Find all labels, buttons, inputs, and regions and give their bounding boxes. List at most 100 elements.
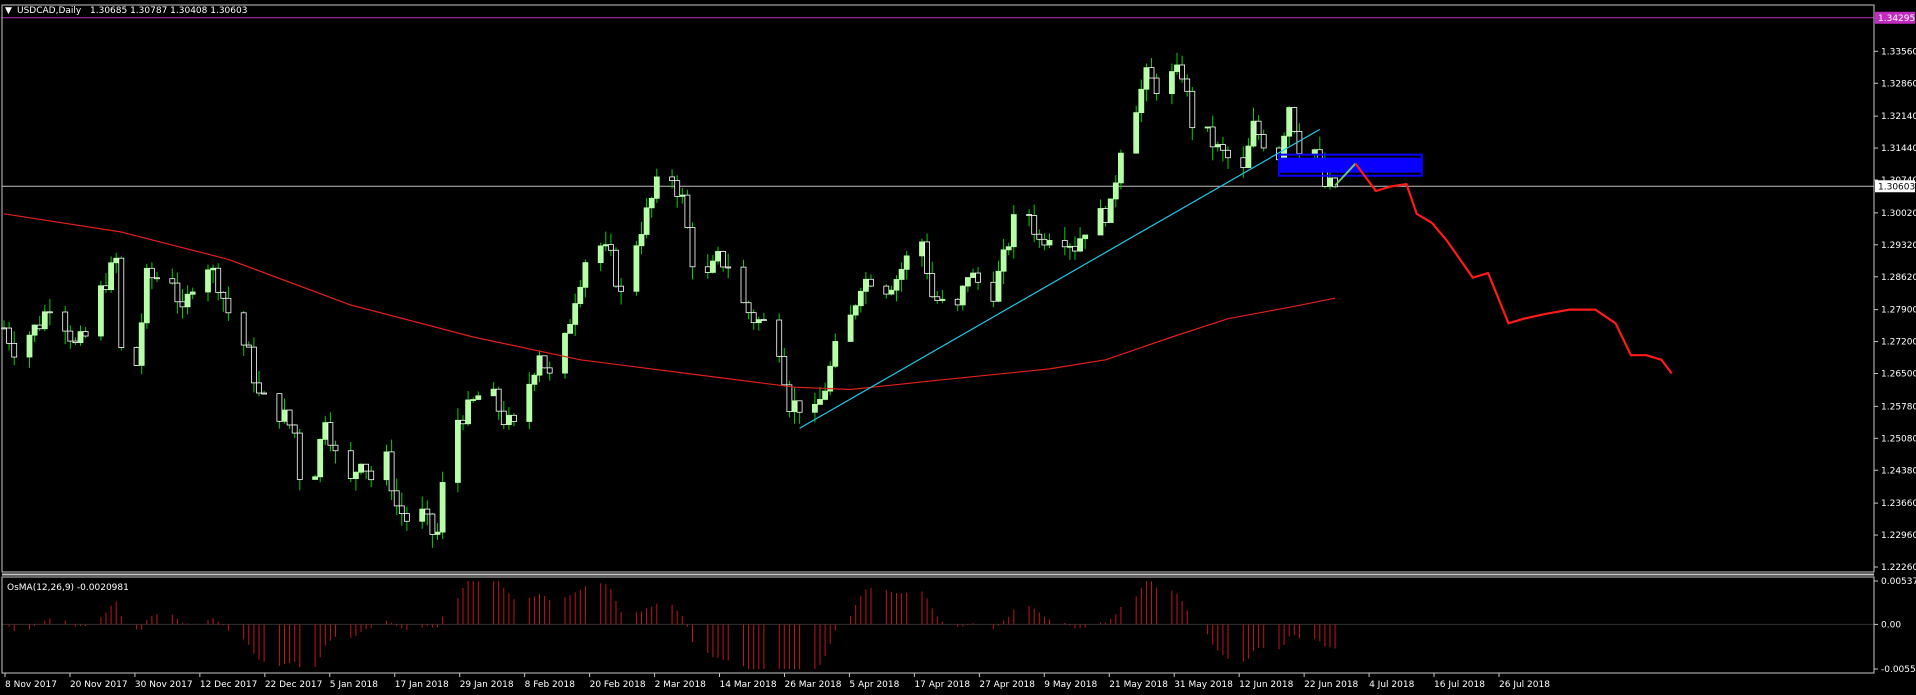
candle-body [1286,107,1293,137]
candle [312,474,319,480]
candle-body [868,278,874,287]
candle [281,398,288,424]
y-tick-label: 1.32140 [1881,112,1916,122]
x-tick-label: 27 Apr 2018 [979,680,1035,690]
candle [1026,209,1032,227]
candle-body [1327,177,1333,187]
candle-body [419,508,426,522]
resistance-price-label: 1.34295 [1878,14,1915,24]
y-tick-label: 1.24380 [1881,466,1916,476]
candle [72,337,79,345]
x-tick-label: 12 Jun 2018 [1239,680,1293,690]
candle [633,240,640,296]
candle [903,250,910,280]
candle [1097,199,1104,236]
candle [776,313,783,363]
candle [67,325,74,349]
candle-body [577,286,584,304]
candle [41,305,48,332]
candle [689,222,696,280]
candle [500,401,507,429]
candle [26,331,33,368]
candle-body [225,297,232,314]
candle [1245,137,1252,169]
candle [990,271,997,308]
candle [653,168,660,203]
candle-body [1010,214,1017,248]
candle-body [276,393,283,422]
candle [924,233,930,280]
candle [567,319,573,334]
candle [562,331,568,379]
candle [154,271,160,283]
candle-body [1174,64,1180,72]
candle [577,279,584,308]
candle [868,274,874,288]
candle [745,300,752,320]
candle-body [82,331,89,337]
candle [439,471,446,539]
candle-body [6,327,12,344]
candle-body [1133,112,1140,154]
candle [434,523,441,540]
y-tick-label: 1.30020 [1881,209,1916,219]
candle [536,350,543,383]
candle-body [1041,238,1048,246]
candle-body [261,392,268,395]
candle [1036,229,1043,248]
x-tick-label: 5 Jan 2018 [330,680,378,690]
x-tick-label: 20 Nov 2017 [70,680,128,690]
candle [6,321,12,351]
candle [1260,129,1267,152]
axes-layer: 1.335601.328601.321401.314401.307401.300… [1,4,1916,690]
x-tick-label: 8 Nov 2017 [5,680,57,690]
candle-body [393,490,400,507]
candle-body [1204,126,1211,129]
candle-body [893,279,900,291]
candle [965,277,971,293]
candle [526,372,533,430]
candle [852,304,859,320]
x-tick-label: 21 May 2018 [1109,680,1168,690]
candle [429,513,436,548]
candle-body [1097,208,1104,236]
candle-body [669,176,675,182]
candle [148,262,155,290]
candle [602,231,609,252]
y-tick-label: 1.31440 [1881,144,1916,154]
candle-body [633,245,640,292]
x-tick-label: 9 May 2018 [1044,680,1097,690]
candle-body [608,244,614,251]
candle [1005,242,1012,256]
candle [98,280,104,341]
candle [62,305,69,345]
candle-body [684,194,691,228]
candle [465,390,472,426]
candle-body [358,463,364,473]
candle-body [883,285,890,295]
candle [939,289,946,304]
candle-body [169,278,176,284]
candle [541,355,548,369]
candle-body [317,439,324,478]
header-arrow-icon[interactable]: ▼ [5,6,12,16]
candle [1214,141,1221,152]
candle-body [439,482,446,533]
candle [383,444,390,486]
x-tick-label: 22 Dec 2017 [265,680,323,690]
candle [143,263,150,329]
y-tick-label: 1.29320 [1881,241,1916,251]
candle [424,500,431,526]
candle [796,400,803,424]
candle [1189,87,1196,141]
candle-body [995,270,1002,302]
candle-body [975,272,981,283]
candle-body [613,249,619,287]
candle-body [919,241,925,257]
candle [1133,105,1140,154]
price-frame [1,4,1875,573]
y-tick-label: 1.22260 [1881,563,1916,573]
candle [286,409,293,429]
candle [184,285,191,315]
candle-body [720,251,726,268]
